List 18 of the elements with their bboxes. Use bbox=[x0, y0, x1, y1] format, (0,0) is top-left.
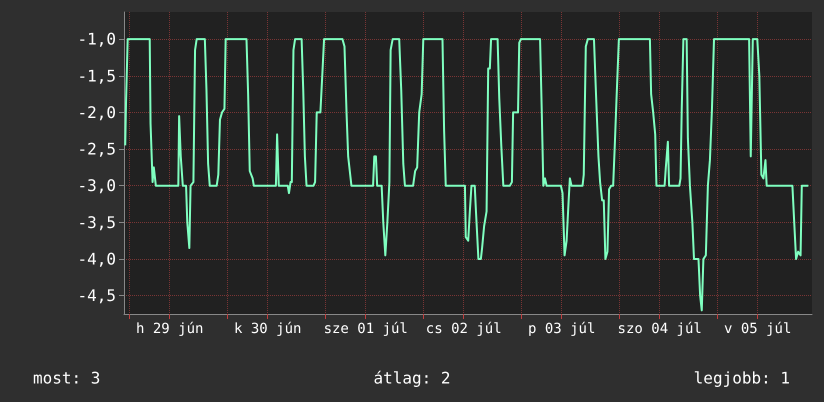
text: átlag: 2 bbox=[373, 368, 451, 388]
y-tick-label: -1,0 bbox=[77, 30, 116, 49]
x-tick-label: cs 02 júl bbox=[426, 321, 502, 337]
text: legjobb: 1 bbox=[694, 368, 790, 388]
y-tick-label: -4,5 bbox=[77, 286, 116, 306]
y-tick-label: -2,5 bbox=[77, 140, 116, 159]
y-tick-label: -1,5 bbox=[77, 66, 116, 86]
y-tick-label: -2,0 bbox=[77, 102, 116, 122]
y-tick-label: -3,5 bbox=[77, 212, 116, 232]
y-tick-label: -4,0 bbox=[77, 250, 116, 269]
text: most: 3 bbox=[33, 368, 100, 388]
y-tick-label: -3,0 bbox=[77, 176, 116, 196]
x-tick-label: v 05 júl bbox=[724, 321, 792, 337]
x-tick-label: sze 01 júl bbox=[324, 321, 408, 337]
x-tick-label: h 29 jún bbox=[136, 321, 204, 337]
x-tick-label: p 03 júl bbox=[528, 321, 596, 337]
x-tick-label: k 30 jún bbox=[234, 321, 302, 337]
x-tick-label: szo 04 júl bbox=[618, 321, 702, 337]
